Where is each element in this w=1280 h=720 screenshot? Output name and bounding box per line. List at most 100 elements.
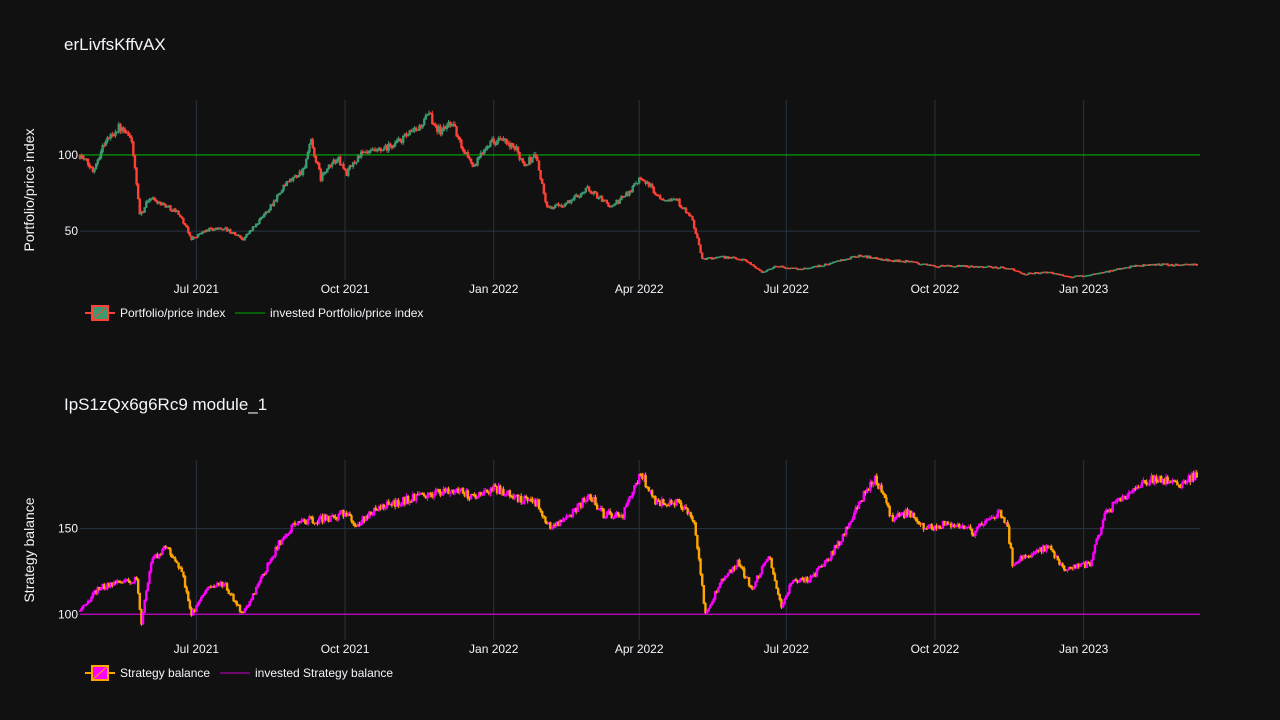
candle-body [183, 576, 187, 588]
candle-down [770, 557, 773, 569]
candle-up [321, 171, 324, 182]
candle-up [288, 530, 292, 535]
candle-body [623, 506, 626, 518]
candle-down [794, 577, 798, 582]
candle-body [486, 146, 489, 150]
candle-body [1160, 264, 1163, 267]
candle-body [760, 566, 764, 574]
legend-item-strategy-balance[interactable]: Strategy balance [85, 665, 210, 681]
candle-up [513, 494, 516, 501]
candle-body [912, 513, 916, 518]
candle-down [1158, 263, 1161, 266]
legend-item-invested-strategy-balance[interactable]: invested Strategy balance [220, 666, 393, 680]
candle-up [301, 167, 305, 177]
candle-body [562, 518, 565, 522]
candle-up [996, 508, 1000, 519]
candle-body [922, 523, 925, 530]
candle-body [595, 192, 599, 199]
candle-body [1066, 569, 1069, 572]
candle-body [124, 130, 127, 133]
candle-down [382, 503, 386, 511]
candle-up [98, 155, 101, 161]
candle-down [117, 580, 120, 583]
legend-item-portfolio-price-index[interactable]: Portfolio/price index [85, 305, 225, 321]
candle-body [597, 197, 600, 200]
candle-body [694, 522, 697, 536]
candle-body [175, 560, 179, 564]
candle-down [562, 205, 565, 208]
candle-body [261, 216, 264, 219]
chart-2-legend[interactable]: Strategy balance invested Strategy balan… [85, 665, 393, 681]
candle-body [469, 158, 473, 163]
candle-up [786, 591, 790, 598]
candle-body [387, 501, 390, 505]
candle-body [773, 573, 777, 582]
candle-body [448, 491, 452, 495]
candle-body [946, 521, 950, 525]
candle-up [243, 608, 247, 613]
chart-1-legend[interactable]: Portfolio/price index invested Portfolio… [85, 305, 423, 321]
candle-up [705, 609, 709, 615]
candle-up [894, 514, 898, 521]
candle-up [203, 591, 206, 596]
candle-body [267, 562, 271, 564]
candle-body [282, 537, 285, 540]
candle-down [595, 191, 599, 199]
candle-up [290, 524, 293, 534]
candle-up [581, 497, 584, 509]
candle-body [865, 488, 869, 494]
candle-down [372, 147, 376, 152]
candle-body [248, 601, 251, 607]
candle-down [238, 234, 242, 239]
candle-down [520, 493, 523, 505]
candle-down [595, 502, 599, 510]
candle-down [154, 198, 158, 203]
candle-up [1100, 527, 1103, 535]
candle-body [854, 507, 857, 514]
candle-up [1012, 563, 1016, 567]
legend-item-invested-portfolio-price-index[interactable]: invested Portfolio/price index [235, 306, 423, 320]
candle-body [374, 507, 377, 510]
candle-body [458, 137, 461, 141]
candle-body [277, 193, 280, 196]
candle-body [550, 527, 554, 529]
candle-body [521, 501, 525, 504]
x-tick-label: Oct 2021 [321, 642, 370, 656]
candle-body [1012, 563, 1016, 567]
candle-up [852, 510, 856, 520]
candle-body [534, 154, 537, 158]
candle-body [372, 149, 376, 151]
candle-body [235, 601, 238, 606]
candle-body [817, 567, 820, 569]
candle-body [696, 535, 699, 549]
candle-body [182, 571, 185, 577]
candle-body [1176, 263, 1179, 266]
candle-body [245, 234, 248, 238]
candle-body [339, 510, 342, 515]
candle-body [738, 559, 741, 567]
candle-body [371, 513, 374, 515]
candle-body [379, 147, 382, 151]
candle-down [133, 154, 137, 170]
candle-body [426, 494, 429, 499]
candle-down [678, 197, 681, 208]
candle-up [988, 516, 992, 521]
candle-body [697, 548, 701, 560]
candle-body [387, 143, 390, 151]
candle-down [644, 472, 647, 489]
candle-body [98, 157, 101, 161]
candle-up [250, 597, 253, 603]
candle-body [200, 232, 203, 235]
candle-up [626, 498, 630, 507]
candle-down [880, 258, 883, 261]
candle-up [104, 586, 108, 591]
candle-up [633, 485, 636, 495]
chart-2-y-ticks: 100 150 [58, 522, 78, 622]
candle-up [675, 498, 678, 507]
candle-body [686, 508, 689, 514]
candle-up [306, 518, 310, 526]
candle-body [369, 511, 373, 515]
candle-down [537, 160, 541, 171]
candle-body [169, 205, 172, 211]
candle-down [970, 528, 974, 537]
